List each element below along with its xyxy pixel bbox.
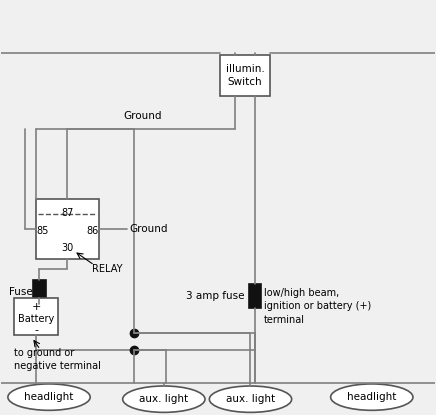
Text: Ground: Ground [123, 111, 162, 121]
FancyBboxPatch shape [36, 199, 99, 259]
Text: -: - [34, 325, 38, 335]
Text: aux. light: aux. light [226, 394, 275, 404]
Text: 86: 86 [86, 226, 99, 236]
Ellipse shape [330, 384, 413, 410]
Text: RELAY: RELAY [92, 264, 123, 274]
FancyBboxPatch shape [14, 298, 58, 335]
FancyBboxPatch shape [220, 55, 270, 96]
Text: 3 amp fuse: 3 amp fuse [186, 291, 245, 301]
Text: low/high beam,
ignition or battery (+)
terminal: low/high beam, ignition or battery (+) t… [264, 288, 371, 325]
Text: 30: 30 [61, 243, 74, 253]
Text: Ground: Ground [129, 224, 168, 234]
Text: headlight: headlight [24, 392, 74, 402]
Text: Battery: Battery [18, 314, 54, 324]
Text: aux. light: aux. light [139, 394, 188, 404]
FancyBboxPatch shape [249, 284, 261, 308]
Text: Fuse: Fuse [9, 287, 33, 297]
Ellipse shape [8, 384, 90, 410]
Text: to ground or
negative terminal: to ground or negative terminal [14, 348, 101, 371]
FancyBboxPatch shape [33, 280, 46, 304]
Text: headlight: headlight [347, 392, 396, 402]
Text: 87: 87 [61, 208, 74, 217]
Text: +: + [31, 303, 41, 312]
Text: 85: 85 [36, 226, 49, 236]
Ellipse shape [209, 386, 292, 413]
Ellipse shape [123, 386, 205, 413]
Text: illumin.
Switch: illumin. Switch [226, 64, 265, 87]
